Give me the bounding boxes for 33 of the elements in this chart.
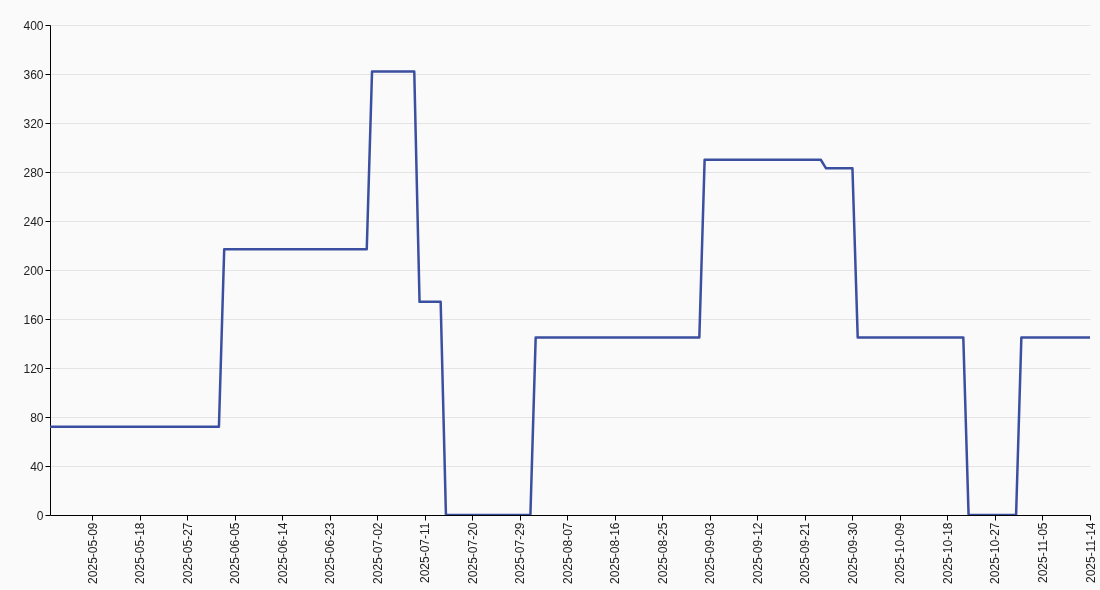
x-tick-label: 2025-07-02 <box>370 522 385 584</box>
x-tick-label: 2025-08-16 <box>608 522 623 584</box>
y-tick-label: 320 <box>23 116 44 131</box>
x-tick-label: 2025-09-12 <box>750 522 765 584</box>
x-tick-label: 2025-05-09 <box>85 522 100 584</box>
x-tick-label: 2025-07-20 <box>465 522 480 584</box>
y-tick-label: 120 <box>23 361 44 376</box>
y-tick-label: 80 <box>30 410 44 425</box>
x-tick-label: 2025-07-11 <box>418 522 433 583</box>
y-tick-label: 240 <box>23 214 44 229</box>
y-tick-label: 200 <box>23 263 44 278</box>
x-tick-label: 2025-09-03 <box>703 522 718 584</box>
x-tick-label: 2025-10-09 <box>893 522 908 584</box>
x-tick-label: 2025-05-18 <box>133 522 148 584</box>
x-tick-label: 2025-08-07 <box>560 522 575 584</box>
y-tick-label: 40 <box>30 459 44 474</box>
y-tick-label: 160 <box>23 312 44 327</box>
x-tick-label: 2025-06-14 <box>275 522 290 584</box>
x-tick-label: 2025-06-05 <box>228 522 243 584</box>
y-tick-label: 360 <box>23 67 44 82</box>
x-tick-label: 2025-11-14 <box>1083 522 1098 583</box>
x-tick-label: 2025-09-21 <box>798 522 813 584</box>
y-tick-label: 0 <box>36 508 44 523</box>
x-tick-label: 2025-11-05 <box>1035 522 1050 583</box>
x-tick-label: 2025-06-23 <box>323 522 338 584</box>
x-tick-label: 2025-10-18 <box>940 522 955 584</box>
x-tick-label: 2025-09-30 <box>845 522 860 584</box>
x-tick-label: 2025-10-27 <box>988 522 1003 584</box>
x-tick-label: 2025-07-29 <box>513 522 528 584</box>
y-tick-label: 400 <box>23 18 44 33</box>
x-tick-label: 2025-08-25 <box>655 522 670 584</box>
x-tick-label: 2025-05-27 <box>180 522 195 584</box>
y-tick-label: 280 <box>23 165 44 180</box>
